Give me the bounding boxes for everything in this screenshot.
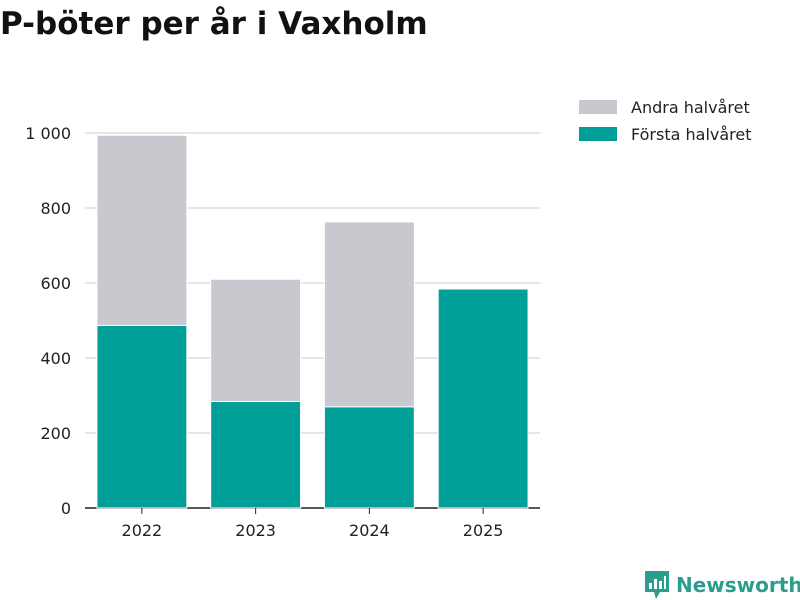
legend-label: Andra halvåret [631, 98, 750, 117]
bar-2023-forsta [210, 401, 302, 509]
legend-label: Första halvåret [631, 125, 752, 144]
newsworthy-logo-icon [645, 571, 669, 599]
y-tick-label: 800 [40, 199, 71, 218]
bars [96, 134, 529, 509]
legend-swatch [579, 127, 617, 141]
x-tick-label: 2023 [235, 521, 276, 540]
legend-swatch [579, 100, 617, 114]
x-tick-label: 2024 [349, 521, 390, 540]
bar-2025-forsta [437, 288, 529, 509]
x-tick-label: 2022 [122, 521, 163, 540]
legend: Andra halvåret Första halvåret [579, 98, 752, 144]
bar-2022-andra [96, 134, 188, 326]
bar-2024-andra [323, 221, 415, 408]
y-tick-label: 1 000 [25, 124, 71, 143]
y-tick-label: 200 [40, 424, 71, 443]
bar-2023-andra [210, 278, 302, 402]
y-tick-label: 0 [61, 499, 71, 518]
bar-2024-forsta [323, 406, 415, 509]
x-tick-label: 2025 [463, 521, 504, 540]
y-axis: 0 200 400 600 800 1 000 [25, 124, 71, 518]
y-tick-label: 600 [40, 274, 71, 293]
chart-title: P-böter per år i Vaxholm [0, 6, 428, 42]
newsworthy-logo-text: Newsworthy [676, 573, 800, 597]
x-axis: 2022 2023 2024 2025 [122, 508, 504, 540]
y-tick-label: 400 [40, 349, 71, 368]
bar-2022-forsta [96, 324, 188, 509]
newsworthy-logo: Newsworthy [644, 570, 800, 600]
